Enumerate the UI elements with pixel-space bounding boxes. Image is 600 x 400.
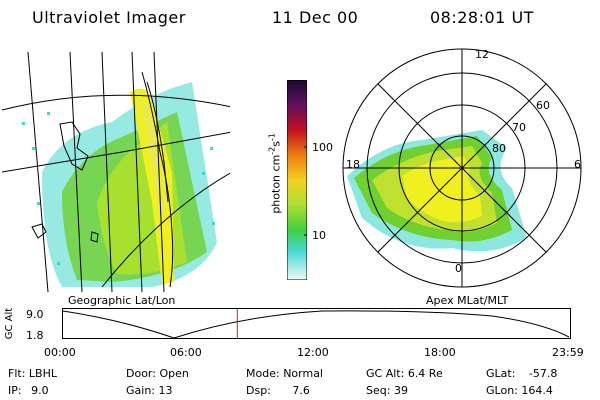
time-tick-3: 18:00 — [424, 346, 456, 359]
seq-status: Seq: 39 — [366, 384, 408, 397]
mlat-label-60: 60 — [536, 99, 550, 112]
mlt-label-6: 6 — [574, 158, 581, 171]
observation-time: 08:28:01 UT — [430, 8, 534, 27]
gain-status: Gain: 13 — [126, 384, 173, 397]
instrument-title: Ultraviolet Imager — [32, 8, 186, 27]
seq-label: Seq: — [366, 384, 391, 397]
colorbar-unit-label: photon cm-2s-1 — [268, 88, 283, 258]
time-tick-1: 06:00 — [170, 346, 202, 359]
mlt-label-0: 0 — [455, 262, 462, 275]
ip-status: IP: 9.0 — [8, 384, 49, 397]
seq-value: 39 — [393, 384, 408, 397]
dsp-status: Dsp: 7.6 — [246, 384, 310, 397]
altitude-y-high: 9.0 — [26, 308, 44, 321]
filter-value: LBHL — [28, 367, 57, 380]
altitude-axis-label: GC Alt — [4, 307, 16, 340]
mlt-label-18: 18 — [346, 158, 360, 171]
mode-value: Normal — [283, 367, 323, 380]
mode-status: Mode: Normal — [246, 367, 323, 380]
unit-main: photon cm — [269, 154, 283, 214]
dsp-value: 7.6 — [292, 384, 310, 397]
door-status: Door: Open — [126, 367, 189, 380]
glon-status: GLon: 164.4 — [486, 384, 553, 397]
altitude-plot — [62, 308, 571, 339]
color-scale-bar — [287, 80, 307, 280]
unit-s: s — [269, 140, 283, 147]
unit-sup-cm: -2 — [267, 146, 277, 155]
gcalt-status: GC Alt: 6.4 Re — [366, 367, 443, 380]
ip-value: 9.0 — [31, 384, 49, 397]
door-label: Door: — [126, 367, 156, 380]
polar-caption: Apex MLat/MLT — [426, 294, 509, 307]
colorbar-tick-100: 100 — [312, 141, 333, 154]
gcalt-label: GC Alt: — [366, 367, 405, 380]
unit-sup-s: -1 — [267, 133, 277, 141]
time-tick-0: 00:00 — [44, 346, 76, 359]
colorbar-tick-10: 10 — [312, 229, 326, 242]
ip-label: IP: — [8, 384, 22, 397]
glon-value: 164.4 — [521, 384, 553, 397]
dsp-label: Dsp: — [246, 384, 271, 397]
mlt-label-12: 12 — [475, 48, 489, 61]
altitude-frame — [62, 308, 571, 339]
door-value: Open — [159, 367, 189, 380]
time-tick-4: 23:59 — [552, 346, 584, 359]
glat-label: GLat: — [486, 367, 516, 380]
geographic-image — [2, 52, 230, 292]
mlat-label-80: 80 — [492, 142, 506, 155]
mlat-label-70: 70 — [512, 121, 526, 134]
altitude-y-low: 1.8 — [26, 329, 44, 342]
gcalt-value: 6.4 Re — [407, 367, 443, 380]
time-tick-2: 12:00 — [297, 346, 329, 359]
gain-value: 13 — [158, 384, 173, 397]
gain-label: Gain: — [126, 384, 155, 397]
polar-plot — [342, 48, 582, 288]
filter-label: Flt: — [8, 367, 26, 380]
glon-label: GLon: — [486, 384, 518, 397]
observation-date: 11 Dec 00 — [272, 8, 359, 27]
geographic-caption: Geographic Lat/Lon — [68, 294, 176, 307]
glat-status: GLat: -57.8 — [486, 367, 557, 380]
mode-label: Mode: — [246, 367, 280, 380]
filter-status: Flt: LBHL — [8, 367, 57, 380]
altitude-curve — [62, 310, 570, 339]
glat-value: -57.8 — [528, 367, 558, 380]
